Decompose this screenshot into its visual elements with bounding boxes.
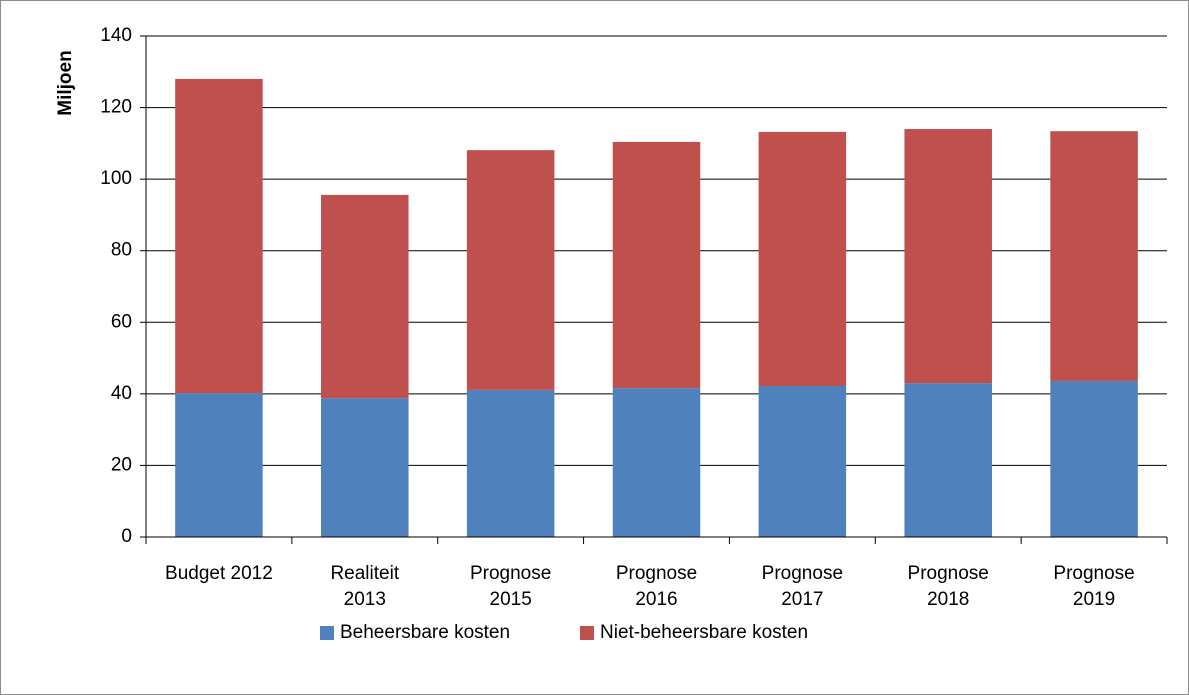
bar-segment xyxy=(904,129,992,384)
y-tick-label: 140 xyxy=(100,25,132,46)
bar-segment xyxy=(175,78,263,394)
x-tick-label: Prognose 2016 xyxy=(616,563,697,610)
x-tick-label: Prognose 2015 xyxy=(470,563,551,610)
y-tick-label: 120 xyxy=(100,97,132,118)
bar-segment xyxy=(758,131,847,386)
y-axis-label: Miljoen xyxy=(55,50,76,115)
bar-segment xyxy=(758,385,847,537)
bar-segment xyxy=(904,383,992,537)
bar-segment xyxy=(321,398,409,537)
y-tick-label: 0 xyxy=(121,526,132,547)
x-tick-label: Prognose 2017 xyxy=(762,563,843,610)
bar-segment xyxy=(612,141,701,389)
x-tick-label: Budget 2012 xyxy=(165,563,273,584)
bar-segment xyxy=(175,393,263,537)
bar-segment xyxy=(466,150,555,390)
bar-segment xyxy=(612,388,701,537)
bar-segment xyxy=(1050,380,1138,537)
bar-segment xyxy=(1050,131,1138,381)
bar-segment xyxy=(466,389,555,537)
y-tick-label: 20 xyxy=(111,454,132,475)
legend-swatch xyxy=(580,626,594,640)
y-tick-label: 80 xyxy=(111,240,132,261)
y-tick-label: 40 xyxy=(111,383,132,404)
legend-label: Niet-beheersbare kosten xyxy=(600,622,808,643)
legend-swatch xyxy=(320,626,334,640)
y-tick-label: 100 xyxy=(100,168,132,189)
y-tick-label: 60 xyxy=(111,311,132,332)
legend-label: Beheersbare kosten xyxy=(340,622,510,643)
x-tick-label: Realiteit 2013 xyxy=(330,563,399,610)
x-tick-label: Prognose 2019 xyxy=(1053,563,1134,610)
bar-segment xyxy=(321,194,409,399)
x-tick-label: Prognose 2018 xyxy=(908,563,989,610)
